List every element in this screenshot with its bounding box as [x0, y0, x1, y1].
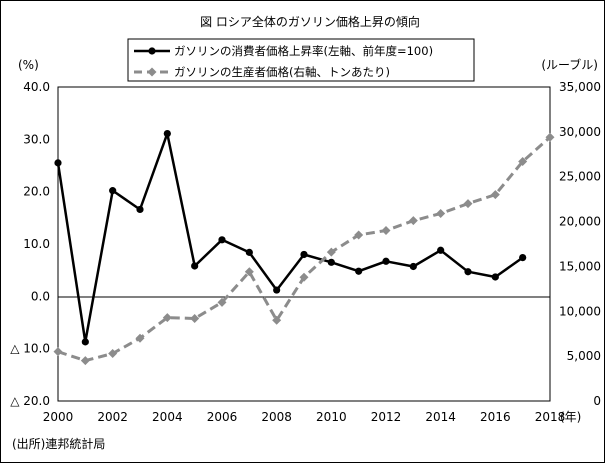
series-2-point: [463, 199, 473, 209]
series-2-point: [244, 267, 254, 277]
x-tick-label: 2014: [425, 410, 456, 424]
series-2-point: [272, 315, 282, 325]
series-1-point: [81, 338, 89, 346]
series-1-point: [273, 286, 281, 294]
x-tick-label: 2018: [535, 410, 566, 424]
series-1-point: [54, 159, 62, 167]
right-tick-label: 0: [593, 394, 601, 408]
series-2-point: [408, 216, 418, 226]
series-2-point: [381, 226, 391, 236]
series-2-point: [436, 208, 446, 218]
left-tick-label: 40.0: [23, 80, 50, 94]
series-2-point: [299, 272, 309, 282]
legend-swatch-marker: [147, 67, 157, 77]
series-2-point: [135, 333, 145, 343]
x-tick-label: 2016: [480, 410, 511, 424]
series-2-point: [354, 230, 364, 240]
x-tick-label: 2002: [97, 410, 128, 424]
legend-label: ガソリンの生産者価格(右軸、トンあたり): [174, 65, 390, 79]
series-1-line: [56, 132, 524, 344]
right-tick-label: 35,000: [559, 80, 601, 94]
x-tick-label: 2004: [152, 410, 183, 424]
source-note: (出所)連邦統計局: [12, 436, 105, 451]
series-1-point: [382, 257, 390, 265]
series-layer: [53, 129, 555, 366]
series-2-point: [490, 190, 500, 200]
series-2-point: [217, 297, 227, 307]
series-1-point: [437, 246, 445, 254]
x-tick-label: 2012: [371, 410, 402, 424]
series-1-point: [327, 258, 335, 266]
series-2-point: [108, 348, 118, 358]
series-1-point: [355, 267, 363, 275]
chart-title: 図 ロシア全体のガソリン価格上昇の傾向: [200, 14, 420, 29]
series-1-point: [163, 129, 171, 138]
series-2-point: [190, 313, 200, 323]
series-1-point: [491, 273, 499, 281]
left-axis-unit: (%): [18, 58, 39, 72]
series-2-point: [518, 156, 528, 166]
series-2-point: [80, 356, 90, 366]
right-tick-label: 15,000: [559, 259, 601, 273]
series-1-point: [191, 262, 199, 270]
right-tick-label: 5,000: [567, 349, 601, 363]
legend-box: [127, 38, 475, 82]
series-2-line: [57, 136, 551, 363]
right-axis: 35,000 30,000 25,000 20,000 15,000 10,000 5,00…: [559, 80, 601, 408]
series-1-point: [519, 254, 527, 262]
left-tick-label: △ 20.0: [10, 394, 50, 408]
left-tick-label: △ 10.0: [10, 342, 50, 356]
right-axis-unit: (ルーブル): [541, 57, 598, 72]
right-tick-label: 10,000: [559, 304, 601, 318]
series-2-point: [326, 247, 336, 257]
left-tick-label: 10.0: [23, 237, 50, 251]
x-axis: 2000 2002 2004 2006 2008 2010 2012 2014 2016 2018: [43, 410, 566, 424]
x-tick-label: 2008: [261, 410, 292, 424]
left-axis: 40.0 30.0 20.0 10.0 0.0 △ 10.0 △ 20.0: [10, 80, 50, 408]
left-tick-label: 0.0: [31, 289, 50, 303]
left-tick-label: 30.0: [23, 132, 50, 146]
right-tick-label: 25,000: [559, 170, 601, 184]
x-tick-label: 2006: [207, 410, 238, 424]
series-1-point: [109, 187, 117, 195]
series-2-point: [53, 347, 63, 357]
series-1-point: [464, 268, 472, 276]
legend: ガソリンの消費者価格上昇率(左軸、前年度=100) ガソリンの生産者価格(右軸、ト…: [127, 38, 475, 82]
plot-area: [57, 86, 551, 402]
right-tick-label: 20,000: [559, 215, 601, 229]
series-2-point: [162, 313, 172, 323]
legend-label: ガソリンの消費者価格上昇率(左軸、前年度=100): [174, 44, 433, 58]
series-1-point: [245, 248, 253, 256]
x-tick-label: 2010: [316, 410, 347, 424]
left-tick-label: 20.0: [23, 185, 50, 199]
x-tick-label: 2000: [43, 410, 74, 424]
legend-swatch-marker: [148, 47, 156, 55]
series-1-point: [409, 262, 417, 271]
series-1-point: [136, 205, 144, 214]
right-tick-label: 30,000: [559, 125, 601, 139]
x-axis-unit: (年): [560, 410, 581, 424]
series-1-point: [218, 236, 226, 244]
series-1-point: [300, 250, 308, 259]
series-2-point: [545, 132, 555, 142]
